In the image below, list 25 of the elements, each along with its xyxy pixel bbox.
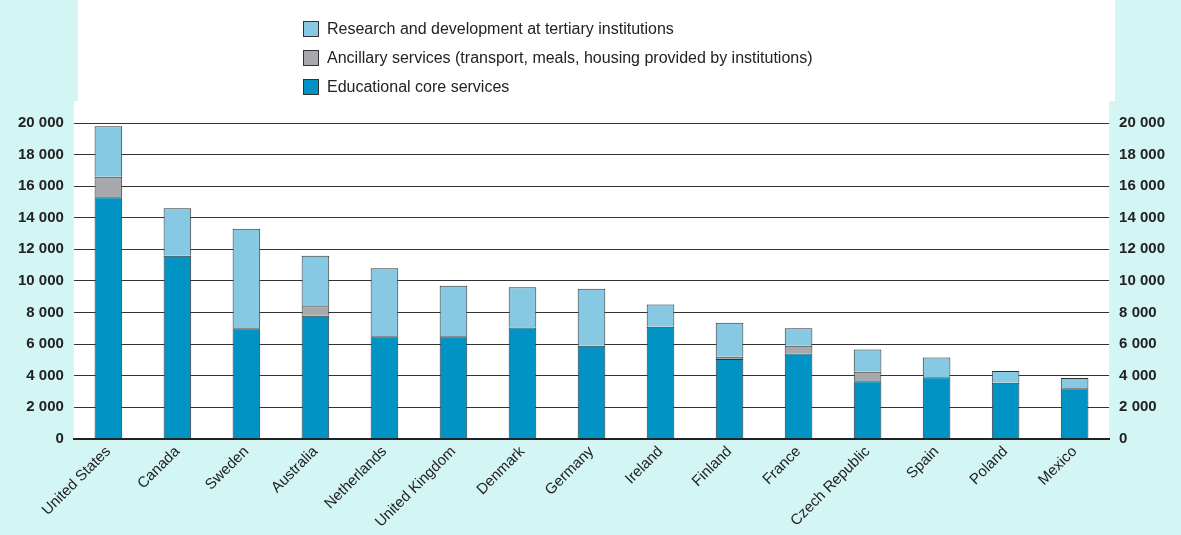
y2-tick-label: 16 000 <box>1119 176 1166 194</box>
y-tick-label: 2 000 <box>26 397 64 415</box>
y-tick-label: 14 000 <box>17 207 64 225</box>
y2-tick-label: 20 000 <box>1119 113 1166 131</box>
y-tick-label: 10 000 <box>17 271 64 289</box>
y-tick-label: 16 000 <box>17 176 64 194</box>
y2-tick-label: 18 000 <box>1119 144 1166 162</box>
y2-tick-label: 8 000 <box>1119 302 1157 320</box>
y2-tick-label: 4 000 <box>1119 365 1157 383</box>
y-tick-label: 4 000 <box>26 365 64 383</box>
y-tick-label: 6 000 <box>26 334 64 352</box>
y2-tick-label: 14 000 <box>1119 207 1166 225</box>
legend-label: Research and development at tertiary institutions <box>327 19 674 38</box>
y2-tick-label: 0 <box>1119 428 1128 446</box>
y-tick-label: 8 000 <box>26 302 64 320</box>
y-tick-label: 18 000 <box>17 144 64 162</box>
y2-tick-label: 12 000 <box>1119 239 1166 257</box>
legend-label: Educational core services <box>327 77 510 96</box>
y2-tick-label: 6 000 <box>1119 334 1157 352</box>
y-tick-label: 0 <box>55 428 64 446</box>
y2-tick-label: 10 000 <box>1119 271 1166 289</box>
y2-tick-label: 2 000 <box>1119 397 1157 415</box>
y-tick-label: 20 000 <box>17 113 64 131</box>
legend-label: Ancillary services (transport, meals, housing provided by institutions) <box>327 48 813 67</box>
y-tick-label: 12 000 <box>17 239 64 257</box>
